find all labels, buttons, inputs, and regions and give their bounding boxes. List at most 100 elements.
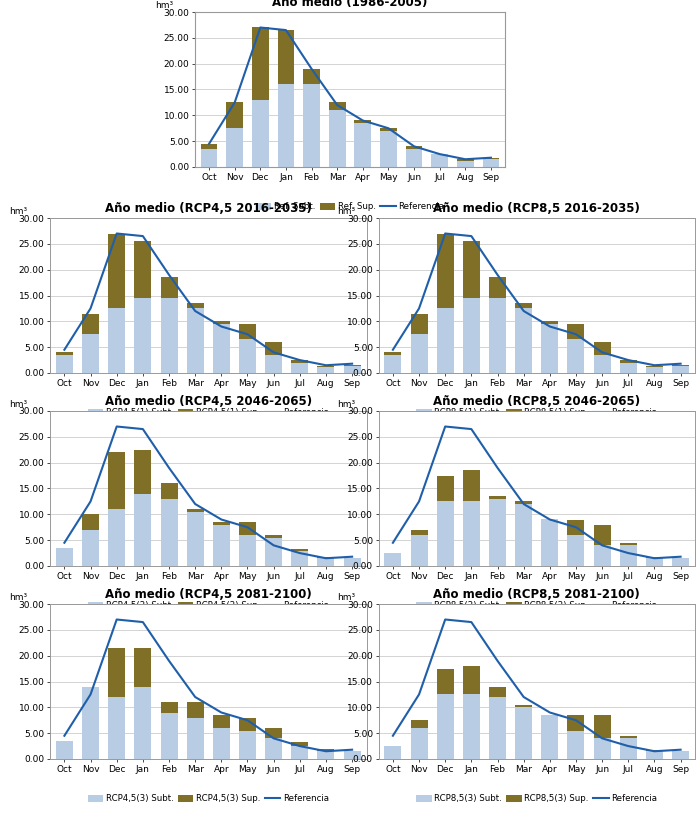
Bar xyxy=(431,154,448,167)
Bar xyxy=(213,522,230,524)
Bar xyxy=(56,355,73,373)
Bar xyxy=(252,28,269,100)
Title: Año medio (RCP4,5 2046-2065): Año medio (RCP4,5 2046-2065) xyxy=(105,395,312,408)
Bar xyxy=(187,308,204,373)
Bar xyxy=(291,746,308,759)
Bar xyxy=(406,149,422,167)
Legend: RCP8,5(1) Subt., RCP8,5(1) Sup., Referencia: RCP8,5(1) Subt., RCP8,5(1) Sup., Referen… xyxy=(416,408,657,417)
Referencia xyxy=(282,25,290,35)
Line: Referencia: Referencia xyxy=(64,619,352,751)
Bar xyxy=(187,509,204,512)
Referencia xyxy=(572,330,580,339)
Referencia xyxy=(333,100,342,110)
Bar xyxy=(344,751,360,759)
Referencia xyxy=(441,614,449,624)
Bar xyxy=(620,739,637,759)
Bar xyxy=(384,355,401,373)
Referencia xyxy=(415,690,424,699)
Referencia xyxy=(348,359,356,369)
Bar xyxy=(82,313,99,335)
Referencia xyxy=(650,361,659,371)
Bar xyxy=(437,694,454,759)
Bar xyxy=(620,543,637,546)
Referencia xyxy=(139,231,147,241)
Bar xyxy=(437,501,454,566)
Bar xyxy=(265,537,282,566)
Bar xyxy=(318,366,335,373)
Referencia xyxy=(467,617,475,627)
Bar xyxy=(515,501,532,504)
Referencia xyxy=(650,746,659,756)
Bar xyxy=(134,298,151,373)
Legend: RCP8,5(2) Subt., RCP8,5(2) Sup., Referencia: RCP8,5(2) Subt., RCP8,5(2) Sup., Referen… xyxy=(416,601,657,610)
Referencia xyxy=(384,124,393,133)
Bar xyxy=(380,128,397,131)
Bar xyxy=(303,84,320,167)
Bar xyxy=(252,100,269,167)
Bar xyxy=(489,497,506,499)
Referencia xyxy=(113,421,121,431)
Bar xyxy=(406,146,422,149)
Bar xyxy=(82,335,99,373)
Referencia xyxy=(60,345,69,355)
Bar xyxy=(303,69,320,84)
Bar xyxy=(134,241,151,298)
Referencia xyxy=(410,142,418,151)
Referencia xyxy=(415,303,424,313)
Referencia xyxy=(164,270,173,280)
Bar xyxy=(594,342,610,355)
Referencia xyxy=(295,355,304,365)
Bar xyxy=(384,353,401,355)
Bar xyxy=(160,702,178,712)
Bar xyxy=(160,712,178,759)
Referencia xyxy=(322,553,330,563)
Bar xyxy=(82,515,99,530)
Referencia xyxy=(494,463,502,473)
Bar xyxy=(160,499,178,566)
Legend: Ref. Subt., Ref. Sup., Referencia: Ref. Subt., Ref. Sup., Referencia xyxy=(256,202,444,211)
Bar xyxy=(265,739,282,759)
Bar xyxy=(187,512,204,566)
Bar xyxy=(291,360,308,362)
Bar xyxy=(463,694,480,759)
Referencia xyxy=(191,499,200,509)
Referencia xyxy=(113,614,121,624)
Bar xyxy=(318,558,335,566)
Bar xyxy=(226,102,243,128)
Bar xyxy=(201,149,218,167)
Bar xyxy=(56,741,73,759)
Bar xyxy=(213,324,230,373)
Referencia xyxy=(486,153,495,163)
Referencia xyxy=(86,303,94,313)
Referencia xyxy=(164,463,173,473)
Bar xyxy=(620,360,637,362)
Bar xyxy=(463,666,480,694)
Bar xyxy=(354,120,371,123)
Bar xyxy=(265,342,282,355)
Referencia xyxy=(244,523,252,533)
Bar xyxy=(594,524,610,546)
Bar xyxy=(354,123,371,167)
Referencia xyxy=(244,330,252,339)
Bar xyxy=(515,504,532,566)
Referencia xyxy=(348,552,356,562)
Bar xyxy=(108,697,125,759)
Bar xyxy=(108,233,125,308)
Referencia xyxy=(441,228,449,238)
Bar xyxy=(160,483,178,499)
Line: Referencia: Referencia xyxy=(393,426,680,558)
Bar xyxy=(265,728,282,739)
Bar xyxy=(318,751,335,759)
Bar xyxy=(239,717,256,730)
Bar xyxy=(344,366,360,373)
Referencia xyxy=(322,746,330,756)
Bar xyxy=(515,705,532,708)
Bar xyxy=(160,298,178,373)
Referencia xyxy=(435,149,444,159)
Text: hm³: hm³ xyxy=(155,2,173,11)
Referencia xyxy=(256,23,265,33)
Title: Año medio (RCP4,5 2016-2035): Año medio (RCP4,5 2016-2035) xyxy=(105,202,312,215)
Bar xyxy=(489,686,506,697)
Line: Referencia: Referencia xyxy=(393,233,680,366)
Bar xyxy=(329,102,346,110)
